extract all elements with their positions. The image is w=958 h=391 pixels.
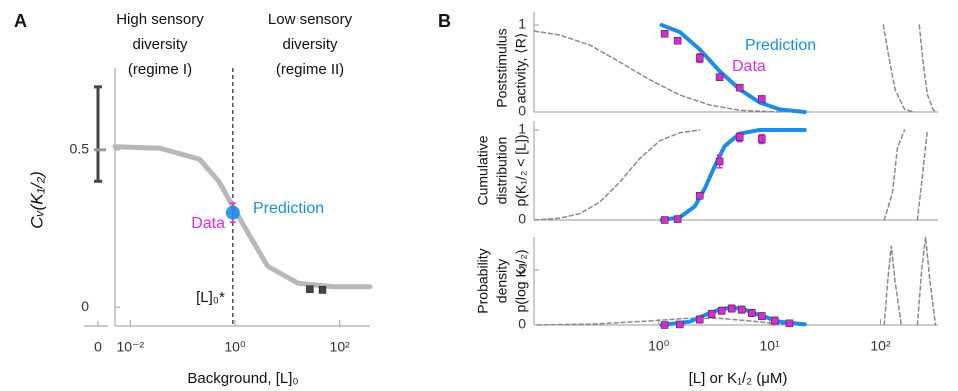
y-tick-label: 0	[518, 211, 526, 227]
marker	[770, 316, 779, 325]
reference-curve	[883, 129, 906, 221]
regime-label: diversity	[282, 36, 338, 53]
marker	[673, 36, 682, 45]
curve	[659, 23, 807, 114]
zero-label: 0	[94, 339, 102, 355]
marker	[715, 157, 724, 166]
curve	[112, 144, 373, 290]
regime-label: High sensory	[116, 11, 204, 28]
regime-label: Low sensory	[268, 11, 353, 28]
x-tick-label: 10¹	[760, 338, 781, 354]
y-axis-label: p(K₁/₂ < [L])	[513, 134, 529, 206]
y-axis-label: activity, ⟨R⟩	[513, 33, 529, 104]
marker	[715, 73, 724, 81]
marker	[737, 305, 746, 314]
y-axis-label: Cᵥ(K₁/₂)	[27, 171, 46, 229]
panel-label: B	[438, 11, 451, 31]
reference-curve	[882, 24, 916, 113]
regime-label: (regime I)	[128, 61, 192, 78]
y-tick-label: 1	[518, 16, 526, 32]
marker	[695, 315, 704, 324]
marker	[673, 215, 682, 223]
y-tick-label: 1	[518, 121, 526, 137]
annotation: Data	[732, 58, 766, 75]
marker	[306, 285, 314, 293]
reference-curve	[916, 236, 937, 326]
y-tick-label: 0	[518, 316, 526, 332]
x-axis-label: [L] or K₁/₂ (μM)	[689, 370, 788, 387]
marker	[225, 205, 240, 220]
marker	[748, 309, 756, 317]
marker	[735, 133, 744, 141]
x-tick-label: 10⁰	[224, 339, 246, 355]
annotation: Data	[191, 215, 225, 232]
y-tick-label: 0	[518, 103, 526, 119]
y-axis-label: distribution	[494, 137, 510, 205]
y-tick-label: 0.5	[70, 141, 90, 157]
y-axis-label: p(log K₁/₂)	[513, 249, 529, 312]
marker	[717, 306, 726, 315]
marker	[660, 321, 669, 329]
marker	[707, 310, 716, 318]
regime-label: diversity	[132, 36, 188, 53]
y-axis-label: Probability	[475, 248, 491, 313]
x-tick-label: 10⁻²	[116, 339, 144, 355]
annotation: Prediction	[253, 200, 324, 217]
marker	[318, 286, 327, 294]
x-axis-label: Background, [L]₀	[187, 370, 298, 387]
reference-curve	[883, 245, 903, 326]
marker	[727, 304, 736, 313]
reference-curve	[533, 129, 701, 221]
y-axis-label: Cumulative	[475, 135, 491, 205]
x-tick-label: 10²	[870, 338, 891, 354]
regime-label: (regime II)	[276, 61, 344, 78]
y-tick-label: 5	[518, 261, 526, 277]
panel-label: A	[14, 11, 27, 31]
y-axis-label: Poststimulus	[494, 28, 510, 107]
marker	[758, 135, 766, 143]
marker	[660, 216, 669, 224]
marker	[735, 83, 744, 92]
marker	[758, 95, 766, 103]
reference-curve	[916, 129, 929, 221]
y-tick-label: 0	[81, 298, 89, 314]
curve	[659, 128, 807, 222]
marker	[758, 312, 766, 320]
marker	[676, 320, 684, 329]
reference-curve	[533, 30, 781, 113]
marker	[695, 191, 704, 200]
threshold-label: [L]₀*	[196, 289, 225, 306]
marker	[695, 54, 704, 62]
reference-curve	[918, 24, 939, 112]
y-axis-label: density	[494, 259, 510, 303]
marker	[785, 319, 794, 328]
marker	[660, 29, 669, 38]
x-tick-label: 10⁰	[648, 338, 670, 354]
annotation: Prediction	[745, 37, 816, 54]
x-tick-label: 10²	[330, 339, 351, 355]
